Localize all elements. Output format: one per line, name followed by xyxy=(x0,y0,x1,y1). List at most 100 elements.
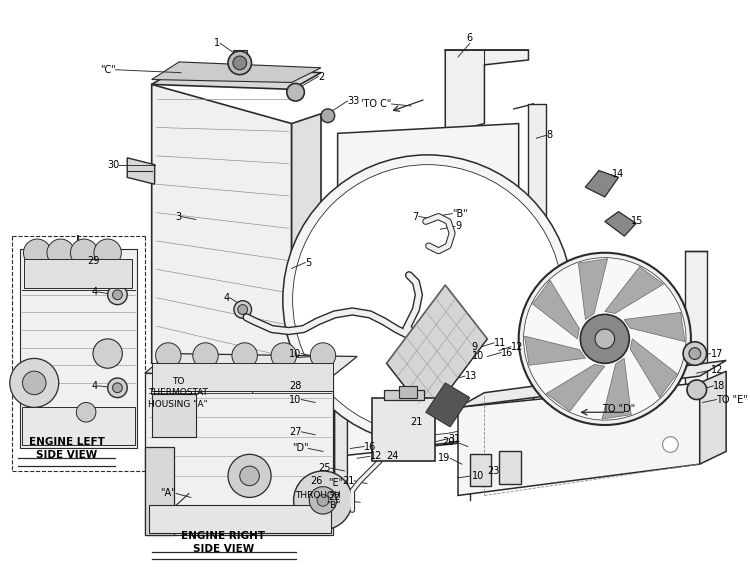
Text: "C": "C" xyxy=(100,65,116,75)
Text: ENGINE RIGHT
SIDE VIEW: ENGINE RIGHT SIDE VIEW xyxy=(181,531,266,554)
Polygon shape xyxy=(630,339,677,398)
Circle shape xyxy=(112,290,122,300)
Circle shape xyxy=(234,301,251,319)
Polygon shape xyxy=(446,50,529,133)
Bar xyxy=(148,505,331,533)
Circle shape xyxy=(293,471,352,530)
Bar xyxy=(399,386,417,398)
Polygon shape xyxy=(20,249,137,448)
Text: 6: 6 xyxy=(466,33,472,43)
Circle shape xyxy=(193,343,218,369)
Text: 25: 25 xyxy=(318,463,331,473)
Text: 17: 17 xyxy=(710,348,723,359)
Polygon shape xyxy=(145,447,174,534)
Text: 21: 21 xyxy=(410,417,423,427)
Circle shape xyxy=(228,51,251,75)
Polygon shape xyxy=(470,455,491,486)
Text: 27: 27 xyxy=(289,427,302,437)
Text: 14: 14 xyxy=(612,169,624,180)
Polygon shape xyxy=(152,84,292,402)
Text: 24: 24 xyxy=(386,451,399,461)
Text: 11: 11 xyxy=(494,338,506,348)
Text: 28: 28 xyxy=(289,381,302,391)
Circle shape xyxy=(580,315,629,363)
Text: 13: 13 xyxy=(465,371,477,381)
Text: 29: 29 xyxy=(88,255,100,266)
Circle shape xyxy=(93,339,122,369)
Circle shape xyxy=(112,383,122,393)
Polygon shape xyxy=(314,270,333,494)
Bar xyxy=(529,104,546,388)
Polygon shape xyxy=(292,114,321,402)
Circle shape xyxy=(23,239,51,266)
Circle shape xyxy=(519,253,691,425)
Circle shape xyxy=(524,258,686,420)
Circle shape xyxy=(238,305,248,315)
Text: 16: 16 xyxy=(364,441,376,452)
Circle shape xyxy=(683,342,706,365)
Text: 4: 4 xyxy=(92,287,98,297)
Circle shape xyxy=(228,455,271,498)
Text: 22: 22 xyxy=(328,492,340,502)
Text: 10: 10 xyxy=(290,348,302,359)
Bar xyxy=(22,408,135,444)
Text: 3: 3 xyxy=(175,212,181,222)
Polygon shape xyxy=(585,170,619,197)
Circle shape xyxy=(662,437,678,452)
Text: 4: 4 xyxy=(92,381,98,391)
Circle shape xyxy=(22,371,46,395)
Polygon shape xyxy=(532,280,579,339)
Polygon shape xyxy=(338,123,519,456)
Circle shape xyxy=(286,83,304,101)
Text: "A": "A" xyxy=(160,488,176,498)
Text: 23: 23 xyxy=(488,466,500,476)
Polygon shape xyxy=(546,364,604,411)
Polygon shape xyxy=(578,259,608,320)
Text: 10: 10 xyxy=(472,351,484,362)
Circle shape xyxy=(233,56,247,69)
Polygon shape xyxy=(604,212,636,236)
Text: 12: 12 xyxy=(710,365,723,375)
Circle shape xyxy=(76,402,96,422)
Bar xyxy=(233,50,247,58)
Polygon shape xyxy=(458,360,726,408)
Polygon shape xyxy=(624,312,685,342)
Text: 21: 21 xyxy=(342,476,354,486)
Text: 15: 15 xyxy=(632,216,644,226)
Polygon shape xyxy=(152,67,321,90)
Text: 20: 20 xyxy=(442,437,455,447)
Circle shape xyxy=(687,380,706,400)
Text: 12: 12 xyxy=(370,451,382,461)
Text: THROUGH
"B": THROUGH "B" xyxy=(295,491,340,510)
Text: 19: 19 xyxy=(438,453,450,463)
Text: ENGINE LEFT
SIDE VIEW: ENGINE LEFT SIDE VIEW xyxy=(28,437,104,460)
Polygon shape xyxy=(145,354,357,376)
Circle shape xyxy=(292,165,562,435)
Circle shape xyxy=(155,343,181,369)
Bar xyxy=(685,251,706,441)
Text: "B": "B" xyxy=(452,208,468,219)
Bar xyxy=(25,259,132,288)
Text: 12: 12 xyxy=(511,342,524,352)
Circle shape xyxy=(10,358,58,408)
Polygon shape xyxy=(499,451,520,484)
Polygon shape xyxy=(524,336,586,365)
Text: 1: 1 xyxy=(214,38,220,48)
Text: 10: 10 xyxy=(290,394,302,405)
Text: 2: 2 xyxy=(318,72,324,82)
Text: 18: 18 xyxy=(713,381,726,391)
Circle shape xyxy=(595,329,614,348)
Circle shape xyxy=(662,370,678,386)
Circle shape xyxy=(310,343,336,369)
Polygon shape xyxy=(604,266,664,313)
Circle shape xyxy=(70,239,98,266)
Circle shape xyxy=(232,343,257,369)
Text: 'TO C": 'TO C" xyxy=(361,99,392,109)
Text: 5: 5 xyxy=(305,258,311,267)
Text: TO
THERMOSTAT
HOUSING "A": TO THERMOSTAT HOUSING "A" xyxy=(148,377,208,409)
Text: "D": "D" xyxy=(292,444,308,453)
Circle shape xyxy=(94,239,122,266)
Circle shape xyxy=(689,348,700,359)
Text: 4: 4 xyxy=(224,293,230,302)
Circle shape xyxy=(309,487,337,514)
